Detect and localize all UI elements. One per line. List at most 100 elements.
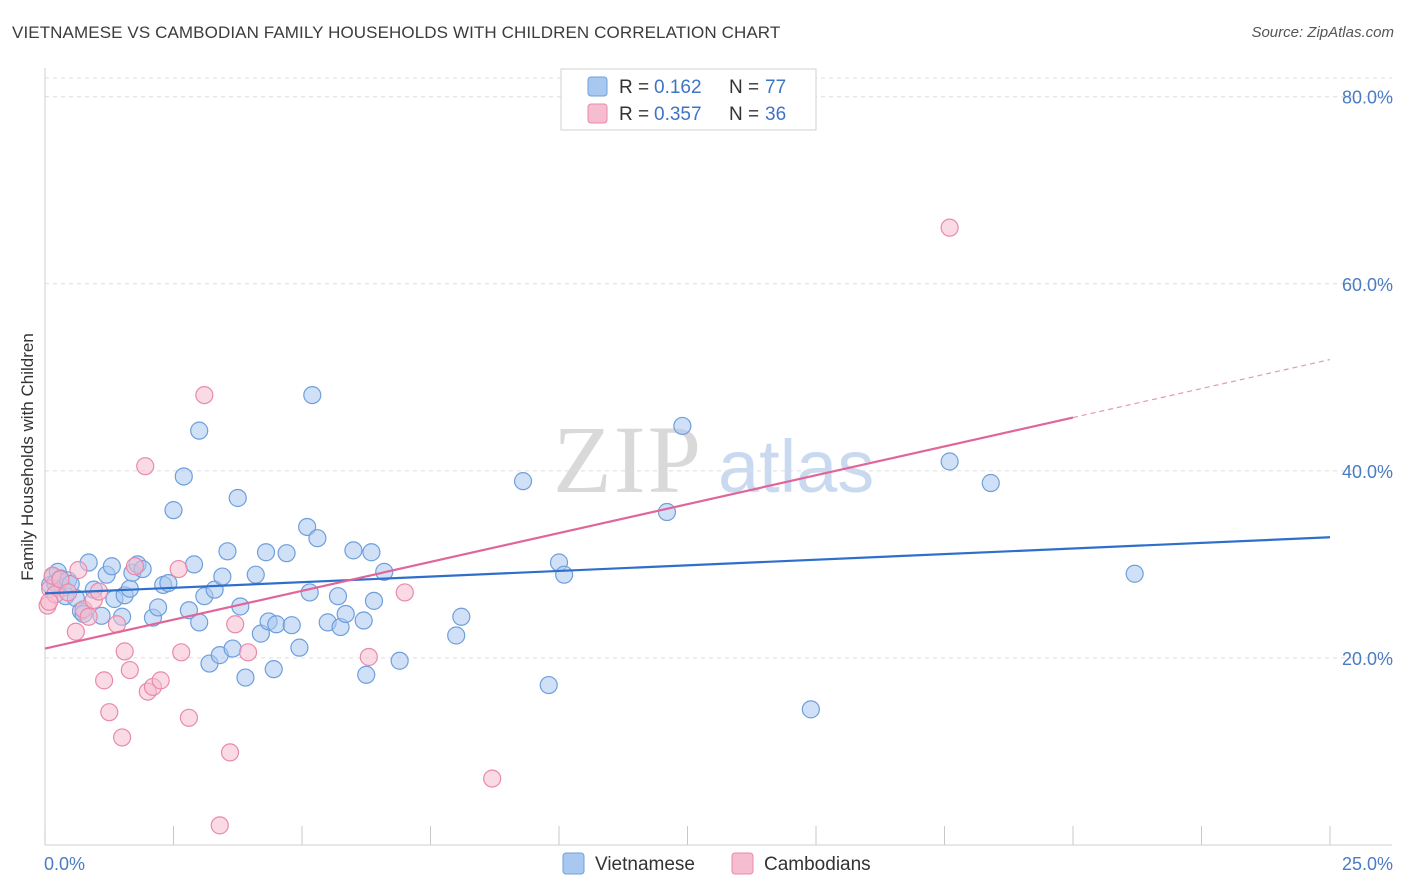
cambodian-trend-line bbox=[44, 416, 1074, 650]
bottom-legend-swatch-vietnamese bbox=[562, 852, 585, 875]
vietnamese-point bbox=[300, 583, 319, 602]
vietnamese-point bbox=[236, 668, 255, 687]
vietnamese-point bbox=[364, 591, 384, 610]
cambodian-point bbox=[115, 642, 134, 661]
vietnamese-point bbox=[801, 700, 820, 719]
source-label: Source: ZipAtlas.com bbox=[1251, 24, 1394, 41]
cambodian-point bbox=[100, 703, 119, 722]
vietnamese-point bbox=[447, 626, 466, 645]
cambodian-point bbox=[66, 622, 85, 641]
trend-lines bbox=[44, 358, 1331, 650]
cambodian-point bbox=[483, 769, 502, 788]
bottom-legend-swatch-cambodian bbox=[731, 852, 754, 875]
grid-lines bbox=[45, 77, 1392, 659]
cambodian-point bbox=[220, 743, 240, 762]
legend-swatch-cambodian bbox=[587, 103, 608, 124]
cambodian-point bbox=[151, 671, 170, 690]
cambodian-point bbox=[359, 647, 378, 667]
vietnamese-point bbox=[1125, 564, 1144, 583]
vietnamese-point bbox=[673, 416, 692, 436]
legend-r-value-vietnamese: 0.162 bbox=[654, 77, 702, 98]
tick-labels: 20.0% 40.0% 60.0% 80.0% 0.0% 25.0% bbox=[44, 88, 1393, 874]
vietnamese-point bbox=[336, 604, 355, 624]
y-tick-label: 80.0% bbox=[1342, 88, 1393, 108]
vietnamese-point bbox=[940, 452, 959, 471]
legend-n-value-vietnamese: 77 bbox=[765, 77, 786, 98]
chart-title: VIETNAMESE VS CAMBODIAN FAMILY HOUSEHOLD… bbox=[12, 23, 781, 42]
legend-r-label-vietnamese: R = bbox=[619, 77, 649, 98]
legend-r-value-cambodian: 0.357 bbox=[654, 104, 702, 125]
cambodian-point bbox=[95, 671, 114, 690]
cambodian-point bbox=[940, 218, 959, 237]
vietnamese-point bbox=[290, 638, 309, 657]
cambodian-point bbox=[238, 643, 258, 662]
vietnamese-trend-line bbox=[44, 536, 1331, 595]
vietnamese-point bbox=[328, 587, 348, 606]
legend-n-label-cambodian: N = bbox=[729, 104, 759, 125]
vietnamese-point bbox=[452, 607, 471, 626]
vietnamese-point bbox=[354, 611, 373, 630]
series-legend: Vietnamese Cambodians bbox=[562, 852, 871, 875]
cambodian-point bbox=[69, 560, 88, 580]
legend-n-value-cambodian: 36 bbox=[765, 104, 786, 125]
x-tick-label: 25.0% bbox=[1342, 854, 1393, 874]
y-tick-label: 20.0% bbox=[1342, 649, 1393, 669]
vietnamese-point bbox=[308, 529, 327, 548]
vietnamese-point bbox=[174, 467, 193, 486]
axes bbox=[44, 68, 1392, 846]
cambodian-point bbox=[210, 816, 229, 835]
cambodian-point bbox=[195, 385, 214, 405]
cambodian-trend-extension bbox=[1072, 358, 1331, 419]
vietnamese-point bbox=[981, 473, 1000, 493]
y-tick-label: 40.0% bbox=[1342, 462, 1393, 482]
vietnamese-point bbox=[223, 639, 242, 658]
vietnamese-point bbox=[102, 557, 121, 576]
cambodian-points bbox=[38, 218, 959, 835]
vietnamese-point bbox=[390, 651, 409, 670]
vietnamese-point bbox=[298, 517, 317, 537]
vietnamese-point bbox=[246, 565, 265, 584]
vietnamese-point bbox=[213, 567, 232, 586]
bottom-legend-label-cambodian: Cambodians bbox=[764, 854, 871, 875]
cambodian-point bbox=[172, 643, 191, 662]
legend-n-label-vietnamese: N = bbox=[729, 77, 759, 98]
cambodian-point bbox=[136, 457, 155, 476]
vietnamese-point bbox=[303, 385, 322, 405]
stats-legend: R = 0.162 N = 77 R = 0.357 N = 36 bbox=[560, 68, 817, 131]
cambodian-point bbox=[120, 660, 139, 680]
vietnamese-point bbox=[190, 421, 209, 440]
vietnamese-point bbox=[282, 616, 301, 635]
vietnamese-point bbox=[555, 565, 574, 584]
vietnamese-point bbox=[148, 598, 168, 617]
vietnamese-point bbox=[256, 543, 276, 562]
vietnamese-point bbox=[277, 544, 296, 563]
y-axis-title: Family Households with Children bbox=[18, 333, 37, 581]
watermark-atlas: atlas bbox=[718, 425, 874, 508]
cambodian-point bbox=[40, 592, 59, 611]
cambodian-point bbox=[125, 557, 145, 576]
vietnamese-point bbox=[539, 675, 558, 695]
cambodian-point bbox=[395, 583, 414, 602]
vietnamese-point bbox=[657, 502, 677, 522]
vietnamese-point bbox=[218, 542, 237, 561]
y-tick-label: 60.0% bbox=[1342, 275, 1393, 295]
cambodian-point bbox=[226, 615, 245, 634]
vietnamese-point bbox=[344, 541, 363, 560]
x-tick-label: 0.0% bbox=[44, 854, 85, 874]
cambodian-point bbox=[79, 607, 98, 626]
cambodian-point bbox=[179, 708, 199, 727]
vietnamese-point bbox=[228, 488, 247, 508]
cambodian-point bbox=[169, 559, 188, 579]
vietnamese-point bbox=[362, 543, 381, 562]
vietnamese-point bbox=[190, 613, 209, 632]
legend-swatch-vietnamese bbox=[587, 76, 608, 97]
legend-r-label-cambodian: R = bbox=[619, 104, 649, 125]
vietnamese-point bbox=[513, 472, 533, 491]
bottom-legend-label-vietnamese: Vietnamese bbox=[595, 854, 695, 875]
vietnamese-point bbox=[267, 615, 286, 634]
vietnamese-point bbox=[357, 665, 376, 684]
vietnamese-point bbox=[264, 660, 283, 679]
vietnamese-point bbox=[184, 555, 204, 574]
cambodian-point bbox=[112, 728, 132, 747]
